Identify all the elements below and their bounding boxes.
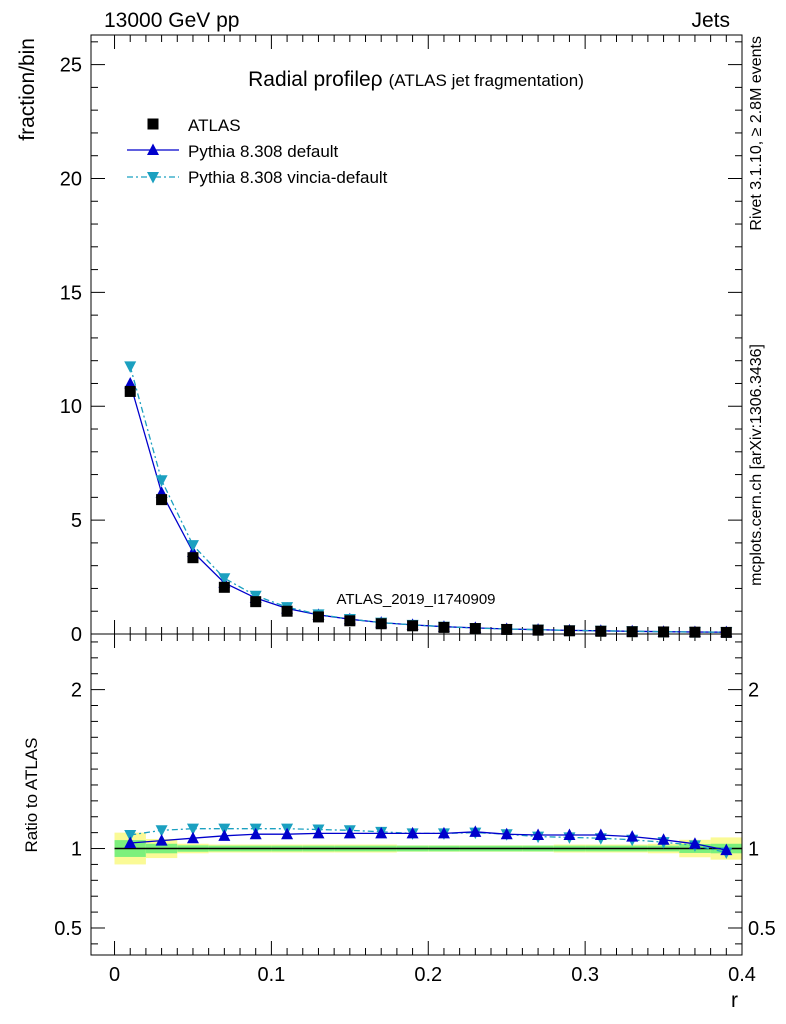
source-label: mcplots.cern.ch [arXiv:1306.3436] — [748, 344, 765, 586]
legend: ATLAS Pythia 8.308 default Pythia 8.308 vi… — [127, 116, 388, 187]
atlas-point — [532, 624, 544, 636]
y-tick-label: 25 — [60, 55, 82, 77]
x-tick-label: 0.2 — [414, 964, 442, 986]
atlas-point — [250, 596, 262, 608]
ratio-default-point — [281, 827, 294, 840]
ratio-default-point — [563, 828, 576, 841]
x-tick-label: 0.4 — [728, 964, 756, 986]
x-tick-label: 0.1 — [257, 964, 285, 986]
chart-title-main: Radial profileρ — [248, 68, 383, 91]
legend-atlas-label: ATLAS — [188, 116, 241, 135]
header-left-label: 13000 GeV pp — [104, 9, 240, 32]
ratio-default-point — [186, 831, 199, 844]
ratio-default-point — [688, 837, 701, 849]
y-axis-label: fraction/bin — [16, 38, 39, 141]
ratio-default-point — [469, 825, 482, 837]
y-tick-label: 0 — [71, 624, 82, 646]
atlas-point — [375, 618, 387, 630]
atlas-point — [344, 615, 356, 627]
y-tick-label: 10 — [60, 396, 82, 418]
legend-default-marker — [147, 143, 159, 155]
ratio-default-point — [626, 830, 639, 842]
x-tick-label: 0.3 — [571, 964, 599, 986]
atlas-point — [720, 626, 732, 638]
vincia-point — [155, 475, 168, 487]
atlas-point — [501, 623, 513, 635]
rivet-version-label: Rivet 3.1.10, ≥ 2.8M events — [748, 36, 765, 231]
atlas-point — [689, 626, 701, 638]
atlas-series — [124, 385, 732, 638]
ratio-default-point — [343, 826, 356, 839]
ratio-default-point — [406, 826, 419, 839]
atlas-point — [563, 625, 575, 637]
chart-subtitle: (ATLAS jet fragmentation) — [389, 71, 584, 90]
chart-title: Radial profileρ (ATLAS jet fragmentation) — [248, 68, 584, 91]
ratio-y-axis: 0.5 0.5 1 1 2 2 — [54, 641, 776, 945]
legend-atlas-marker — [147, 118, 159, 130]
ratio-plot-frame — [90, 633, 743, 956]
ratio-default-point — [532, 828, 545, 841]
ratio-vincia-point — [124, 830, 137, 842]
ratio-y-tick-label-right: 1 — [748, 839, 759, 861]
ratio-vincia-point — [186, 823, 199, 836]
ratio-vincia-point — [155, 825, 168, 837]
default-point — [124, 376, 137, 389]
ratio-default-point — [155, 834, 168, 846]
y-tick-label: 5 — [71, 510, 82, 532]
ratio-default-point — [249, 827, 262, 840]
ratio-vincia-series — [124, 823, 733, 860]
ratio-default-point — [594, 828, 607, 841]
ratio-default-point — [500, 827, 513, 840]
atlas-point — [312, 611, 324, 623]
main-y-axis: 0 5 10 15 20 25 — [60, 41, 742, 646]
ratio-y-tick-label-right: 0.5 — [748, 918, 776, 940]
analysis-watermark: ATLAS_2019_I1740909 — [336, 591, 495, 608]
ratio-y-tick-label: 2 — [71, 680, 82, 702]
x-tick-label: 0 — [109, 964, 120, 986]
ratio-default-point — [720, 843, 733, 856]
ratio-default-point — [437, 826, 450, 839]
x-axis-label: r — [731, 989, 738, 1012]
header-right-label: Jets — [691, 9, 730, 32]
ratio-default-point — [124, 836, 137, 848]
atlas-point — [281, 605, 293, 617]
ratio-default-point — [312, 826, 325, 839]
ratio-default-point — [218, 829, 231, 841]
vincia-point — [218, 573, 231, 585]
ratio-y-axis-label: Ratio to ATLAS — [22, 738, 41, 853]
y-tick-label: 15 — [60, 282, 82, 304]
atlas-point — [469, 623, 481, 635]
legend-vincia-label: Pythia 8.308 vincia-default — [188, 168, 388, 187]
ratio-default-series-line — [130, 831, 727, 851]
atlas-point — [626, 626, 638, 638]
ratio-default-point — [375, 826, 388, 839]
ratio-y-tick-label: 0.5 — [54, 918, 82, 940]
atlas-point — [218, 581, 230, 593]
ratio-y-tick-label: 1 — [71, 839, 82, 861]
atlas-point — [438, 621, 450, 633]
atlas-point — [595, 625, 607, 637]
atlas-point — [124, 385, 136, 397]
ratio-default-point — [657, 833, 670, 845]
vincia-point — [124, 361, 137, 373]
atlas-point — [407, 620, 419, 632]
legend-vincia-marker — [147, 172, 159, 184]
y-tick-label: 20 — [60, 168, 82, 190]
vincia-point — [186, 540, 199, 552]
ratio-y-tick-label-right: 2 — [748, 680, 759, 702]
ratio-default-series — [124, 825, 733, 856]
legend-default-label: Pythia 8.308 default — [188, 142, 339, 161]
atlas-point — [156, 494, 168, 506]
atlas-point — [187, 552, 199, 564]
atlas-point — [658, 626, 670, 638]
